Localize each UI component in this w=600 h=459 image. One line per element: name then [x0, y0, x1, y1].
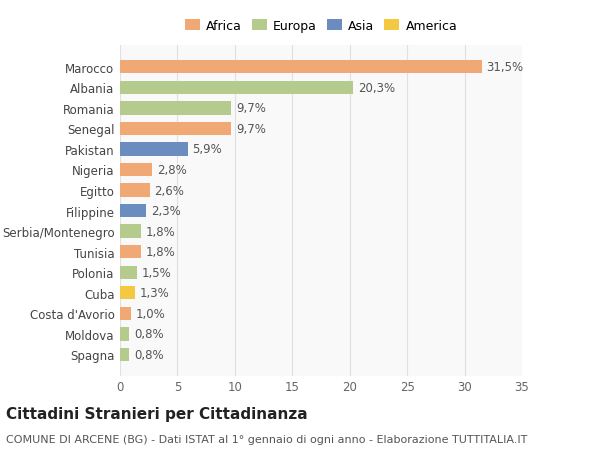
Bar [120, 102, 232, 115]
Bar [120, 204, 146, 218]
Text: 2,3%: 2,3% [151, 205, 181, 218]
Bar [120, 225, 140, 238]
Bar [120, 266, 137, 280]
Text: 20,3%: 20,3% [358, 82, 395, 95]
Bar [120, 184, 150, 197]
Text: 9,7%: 9,7% [236, 123, 266, 135]
Text: 0,8%: 0,8% [134, 348, 163, 361]
Text: COMUNE DI ARCENE (BG) - Dati ISTAT al 1° gennaio di ogni anno - Elaborazione TUT: COMUNE DI ARCENE (BG) - Dati ISTAT al 1°… [6, 434, 527, 444]
Text: 2,8%: 2,8% [157, 164, 187, 177]
Bar [120, 61, 482, 74]
Bar [120, 143, 188, 156]
Text: Cittadini Stranieri per Cittadinanza: Cittadini Stranieri per Cittadinanza [6, 406, 308, 421]
Text: 2,6%: 2,6% [154, 184, 184, 197]
Text: 0,8%: 0,8% [134, 328, 163, 341]
Text: 1,8%: 1,8% [145, 225, 175, 238]
Bar [120, 348, 129, 361]
Text: 1,5%: 1,5% [142, 266, 172, 279]
Bar [120, 81, 353, 95]
Text: 31,5%: 31,5% [487, 61, 524, 74]
Bar [120, 123, 232, 136]
Bar [120, 328, 129, 341]
Text: 1,3%: 1,3% [140, 287, 169, 300]
Bar [120, 246, 140, 259]
Text: 1,0%: 1,0% [136, 307, 166, 320]
Text: 5,9%: 5,9% [193, 143, 222, 156]
Bar [120, 307, 131, 320]
Text: 9,7%: 9,7% [236, 102, 266, 115]
Text: 1,8%: 1,8% [145, 246, 175, 258]
Bar [120, 286, 135, 300]
Legend: Africa, Europa, Asia, America: Africa, Europa, Asia, America [185, 20, 457, 33]
Bar [120, 163, 152, 177]
